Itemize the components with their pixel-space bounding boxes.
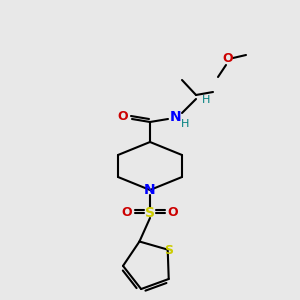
Text: O: O: [223, 52, 233, 65]
Text: S: S: [164, 244, 173, 257]
Text: H: H: [181, 119, 189, 129]
Text: S: S: [145, 206, 155, 220]
Text: O: O: [122, 206, 132, 220]
Text: O: O: [118, 110, 128, 124]
Text: N: N: [144, 183, 156, 197]
Text: N: N: [170, 110, 182, 124]
Text: O: O: [168, 206, 178, 220]
Text: H: H: [202, 95, 210, 105]
